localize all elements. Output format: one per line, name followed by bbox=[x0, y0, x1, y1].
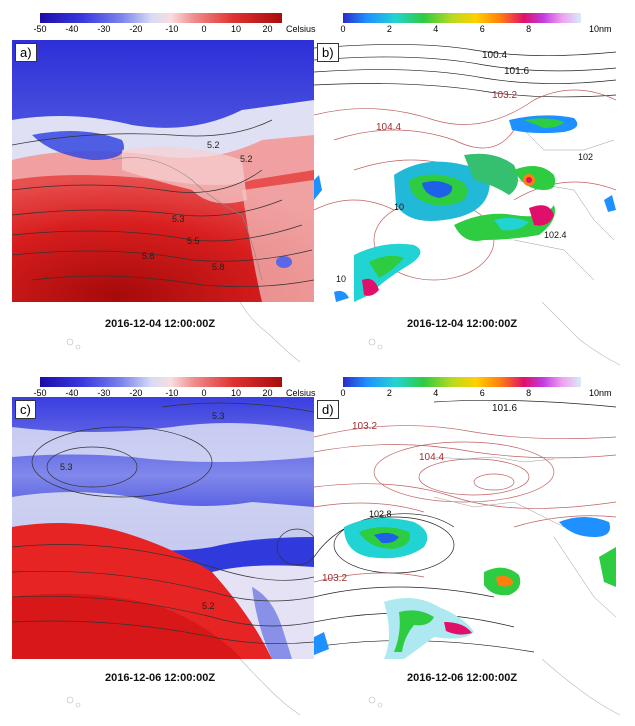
tick-label: 6 bbox=[479, 24, 485, 34]
visibility-colorbar-top: 0 2 4 6 8 10nm bbox=[340, 13, 612, 34]
panel-d-visibility-map: 101.6 103.2 104.4 102.8 103.2 d) bbox=[314, 397, 616, 659]
contour-label: 5.8 bbox=[212, 262, 225, 272]
panel-label-d: d) bbox=[317, 400, 339, 419]
contour-label: 10 bbox=[336, 274, 346, 284]
temperature-colorbar-top: -50 -40 -30 -20 -10 0 10 20 Celsius bbox=[33, 13, 316, 34]
visibility-tick-labels: 0 2 4 6 8 bbox=[340, 24, 581, 34]
panel-c-date: 2016-12-06 12:00:00Z bbox=[104, 672, 216, 684]
contour-label: 5.2 bbox=[207, 140, 220, 150]
tick-label: -20 bbox=[129, 24, 143, 34]
contour-label: 104.4 bbox=[419, 452, 444, 463]
tick-label: 20 bbox=[262, 24, 273, 34]
panel-b-visibility-map: 100.4 101.6 103.2 104.4 102 10 10 102.4 … bbox=[314, 40, 616, 302]
panel-b-date: 2016-12-04 12:00:00Z bbox=[406, 318, 518, 330]
contour-label: 5.5 bbox=[187, 236, 200, 246]
contour-label: 104.4 bbox=[376, 122, 401, 133]
visibility-colorbar-bottom: 0 2 4 6 8 10nm bbox=[340, 377, 612, 398]
tick-label: 6 bbox=[479, 388, 485, 398]
tick-label: -10 bbox=[165, 388, 179, 398]
panel-a-temperature-map: 5.2 5.2 5.3 5.5 5.6 5.8 a) bbox=[12, 40, 314, 302]
tick-label: 20 bbox=[262, 388, 273, 398]
contour-label: 103.2 bbox=[352, 421, 377, 432]
contour-label: 102.4 bbox=[544, 230, 567, 240]
tick-label: 4 bbox=[433, 24, 439, 34]
contour-label: 103.2 bbox=[492, 90, 517, 101]
contour-label: 5.2 bbox=[202, 601, 215, 611]
contour-label: 5.6 bbox=[142, 251, 155, 261]
temperature-tick-labels: -50 -40 -30 -20 -10 0 10 20 bbox=[33, 24, 282, 34]
visibility-map-graphic: 101.6 103.2 104.4 102.8 103.2 bbox=[314, 397, 616, 659]
contour-label: 5.3 bbox=[212, 411, 225, 421]
temperature-tick-labels: -50 -40 -30 -20 -10 0 10 20 bbox=[33, 388, 282, 398]
tick-label: 8 bbox=[526, 24, 532, 34]
tick-label: -10 bbox=[165, 24, 179, 34]
temperature-map-graphic: 5.3 5.3 5.2 bbox=[12, 397, 314, 659]
tick-label: -50 bbox=[33, 388, 47, 398]
visibility-color-strip bbox=[343, 377, 581, 387]
contour-label: 101.6 bbox=[504, 66, 529, 77]
panel-d-date: 2016-12-06 12:00:00Z bbox=[406, 672, 518, 684]
contour-label: 102 bbox=[578, 152, 593, 162]
panel-label-a: a) bbox=[15, 43, 37, 62]
tick-label: 0 bbox=[340, 24, 346, 34]
tick-label: 0 bbox=[340, 388, 346, 398]
tick-label: 4 bbox=[433, 388, 439, 398]
tick-label: 2 bbox=[386, 388, 392, 398]
contour-label: 103.2 bbox=[322, 573, 347, 584]
tick-label: 8 bbox=[526, 388, 532, 398]
tick-label: 10 bbox=[231, 388, 242, 398]
visibility-tick-labels: 0 2 4 6 8 bbox=[340, 388, 581, 398]
temperature-color-strip bbox=[40, 13, 282, 23]
tick-label: 10 bbox=[231, 24, 242, 34]
tick-label: 2 bbox=[386, 24, 392, 34]
visibility-map-graphic: 100.4 101.6 103.2 104.4 102 10 10 102.4 bbox=[314, 40, 616, 302]
tick-label: -40 bbox=[65, 388, 79, 398]
tick-label: 0 bbox=[201, 24, 207, 34]
tick-label: -50 bbox=[33, 24, 47, 34]
tick-label: -40 bbox=[65, 24, 79, 34]
tick-label: -30 bbox=[97, 24, 111, 34]
visibility-unit-label: 10nm bbox=[589, 388, 612, 398]
visibility-unit-label: 10nm bbox=[589, 24, 612, 34]
panel-a-date: 2016-12-04 12:00:00Z bbox=[104, 318, 216, 330]
contour-label: 102.8 bbox=[369, 509, 392, 519]
panel-label-b: b) bbox=[317, 43, 339, 62]
temperature-unit-label: Celsius bbox=[286, 24, 316, 34]
contour-label: 10 bbox=[394, 202, 404, 212]
tick-label: -20 bbox=[129, 388, 143, 398]
tick-label: -30 bbox=[97, 388, 111, 398]
visibility-color-strip bbox=[343, 13, 581, 23]
temperature-color-strip bbox=[40, 377, 282, 387]
temperature-unit-label: Celsius bbox=[286, 388, 316, 398]
contour-label: 100.4 bbox=[482, 50, 507, 61]
contour-label: 5.3 bbox=[60, 462, 73, 472]
temperature-map-graphic: 5.2 5.2 5.3 5.5 5.6 5.8 bbox=[12, 40, 314, 302]
contour-label: 5.2 bbox=[240, 154, 253, 164]
tick-label: 0 bbox=[201, 388, 207, 398]
contour-label: 101.6 bbox=[492, 403, 517, 414]
temperature-colorbar-bottom: -50 -40 -30 -20 -10 0 10 20 Celsius bbox=[33, 377, 316, 398]
panel-c-temperature-map: 5.3 5.3 5.2 c) bbox=[12, 397, 314, 659]
contour-label: 5.3 bbox=[172, 214, 185, 224]
panel-label-c: c) bbox=[15, 400, 36, 419]
